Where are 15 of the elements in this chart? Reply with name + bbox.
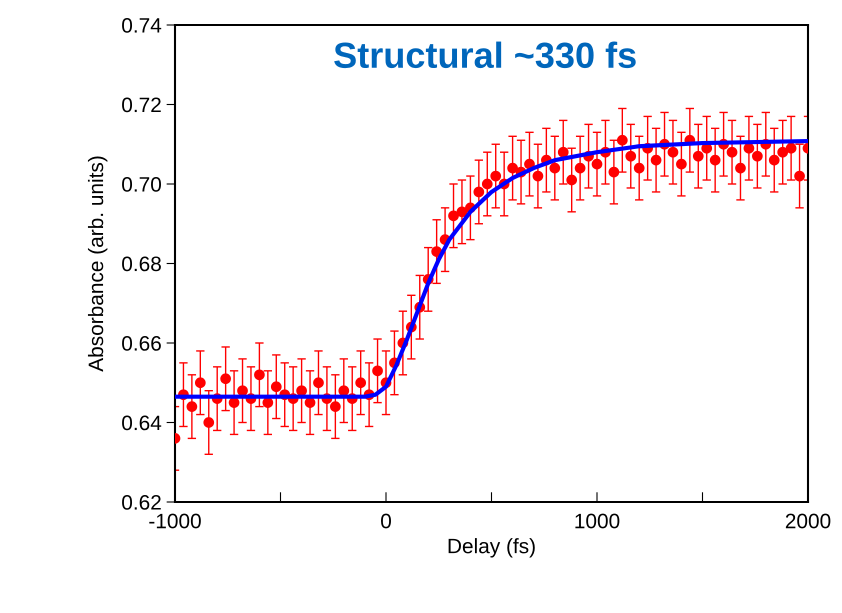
y-tick-label: 0.62 bbox=[122, 495, 161, 510]
y-tick-label: 0.72 bbox=[122, 98, 161, 112]
x-axis-title: Delay (fs) bbox=[448, 538, 535, 558]
x-tick-label: 0 bbox=[381, 514, 391, 528]
x-tick-label: 1000 bbox=[575, 514, 620, 528]
y-tick-label: 0.74 bbox=[122, 18, 162, 33]
x-tick-label: 2000 bbox=[786, 514, 830, 528]
y-tick-label: 0.66 bbox=[122, 336, 161, 351]
y-axis-title: Absorbance (arb. units) bbox=[88, 156, 108, 372]
line-series bbox=[175, 138, 808, 399]
annotation: Structural ~330 fs bbox=[334, 42, 636, 68]
x-tick-label: -1000 bbox=[149, 514, 201, 528]
y-tick-label: 0.70 bbox=[122, 177, 161, 192]
y-tick-label: 0.64 bbox=[122, 416, 162, 430]
y-tick-label: 0.68 bbox=[122, 256, 161, 272]
